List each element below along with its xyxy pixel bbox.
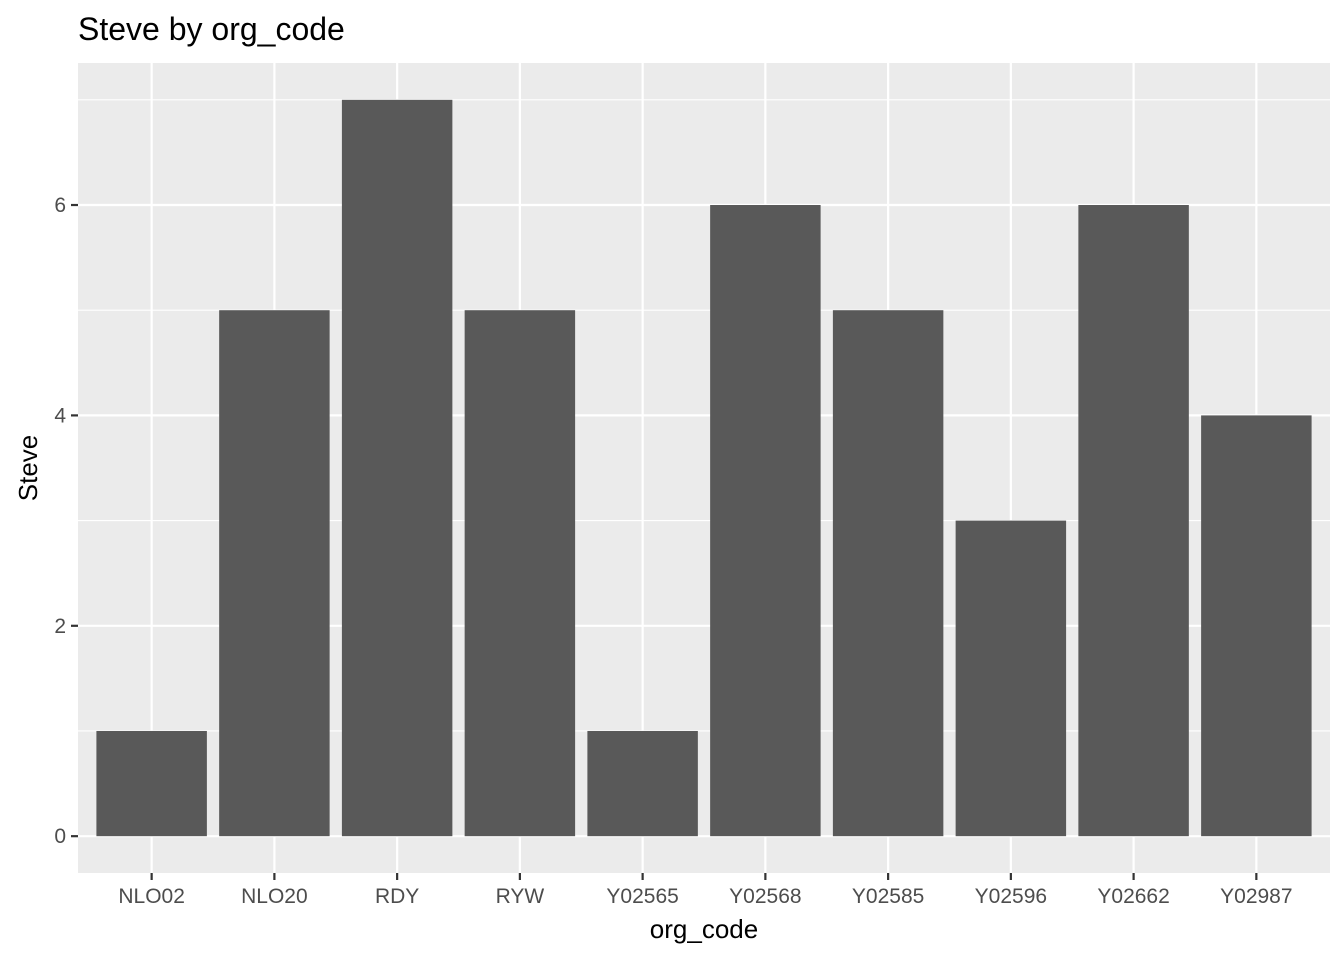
- x-axis: NLO02 NLO20 RDY RYW Y02565 Y02568 Y02585 Y02596…: [118, 873, 1293, 908]
- x-tick-label: Y02568: [729, 885, 801, 908]
- x-tick-label: Y02662: [1097, 885, 1169, 908]
- x-tick-label: Y02565: [606, 885, 678, 908]
- bars: [96, 99, 1312, 837]
- bar-rdy: [341, 99, 453, 837]
- x-tick-label: RDY: [375, 885, 419, 908]
- bar-y02596: [955, 520, 1067, 837]
- bar-ryw: [464, 310, 576, 837]
- bar-y02585: [832, 310, 944, 837]
- y-tick-label: 2: [54, 615, 66, 638]
- bar-y02987: [1201, 415, 1312, 837]
- y-tick-label: 4: [54, 404, 66, 427]
- y-tick-label: 6: [54, 194, 66, 217]
- y-tick-label: 0: [54, 825, 66, 848]
- bar-y02568: [710, 205, 821, 837]
- x-tick-label: RYW: [496, 885, 545, 908]
- x-tick-label: Y02987: [1220, 885, 1292, 908]
- bar-y02565: [587, 730, 698, 837]
- x-tick-label: Y02585: [852, 885, 924, 908]
- y-axis: 0 2 4 6: [54, 194, 78, 848]
- x-tick-label: NLO20: [241, 885, 308, 908]
- x-axis-title: org_code: [650, 914, 758, 944]
- bar-y02662: [1078, 205, 1189, 837]
- bar-nlo20: [219, 310, 330, 837]
- x-tick-label: Y02596: [975, 885, 1047, 908]
- bar-nlo02: [96, 730, 207, 837]
- x-tick-label: NLO02: [118, 885, 185, 908]
- chart-title: Steve by org_code: [78, 11, 345, 47]
- y-axis-title: Steve: [13, 435, 43, 502]
